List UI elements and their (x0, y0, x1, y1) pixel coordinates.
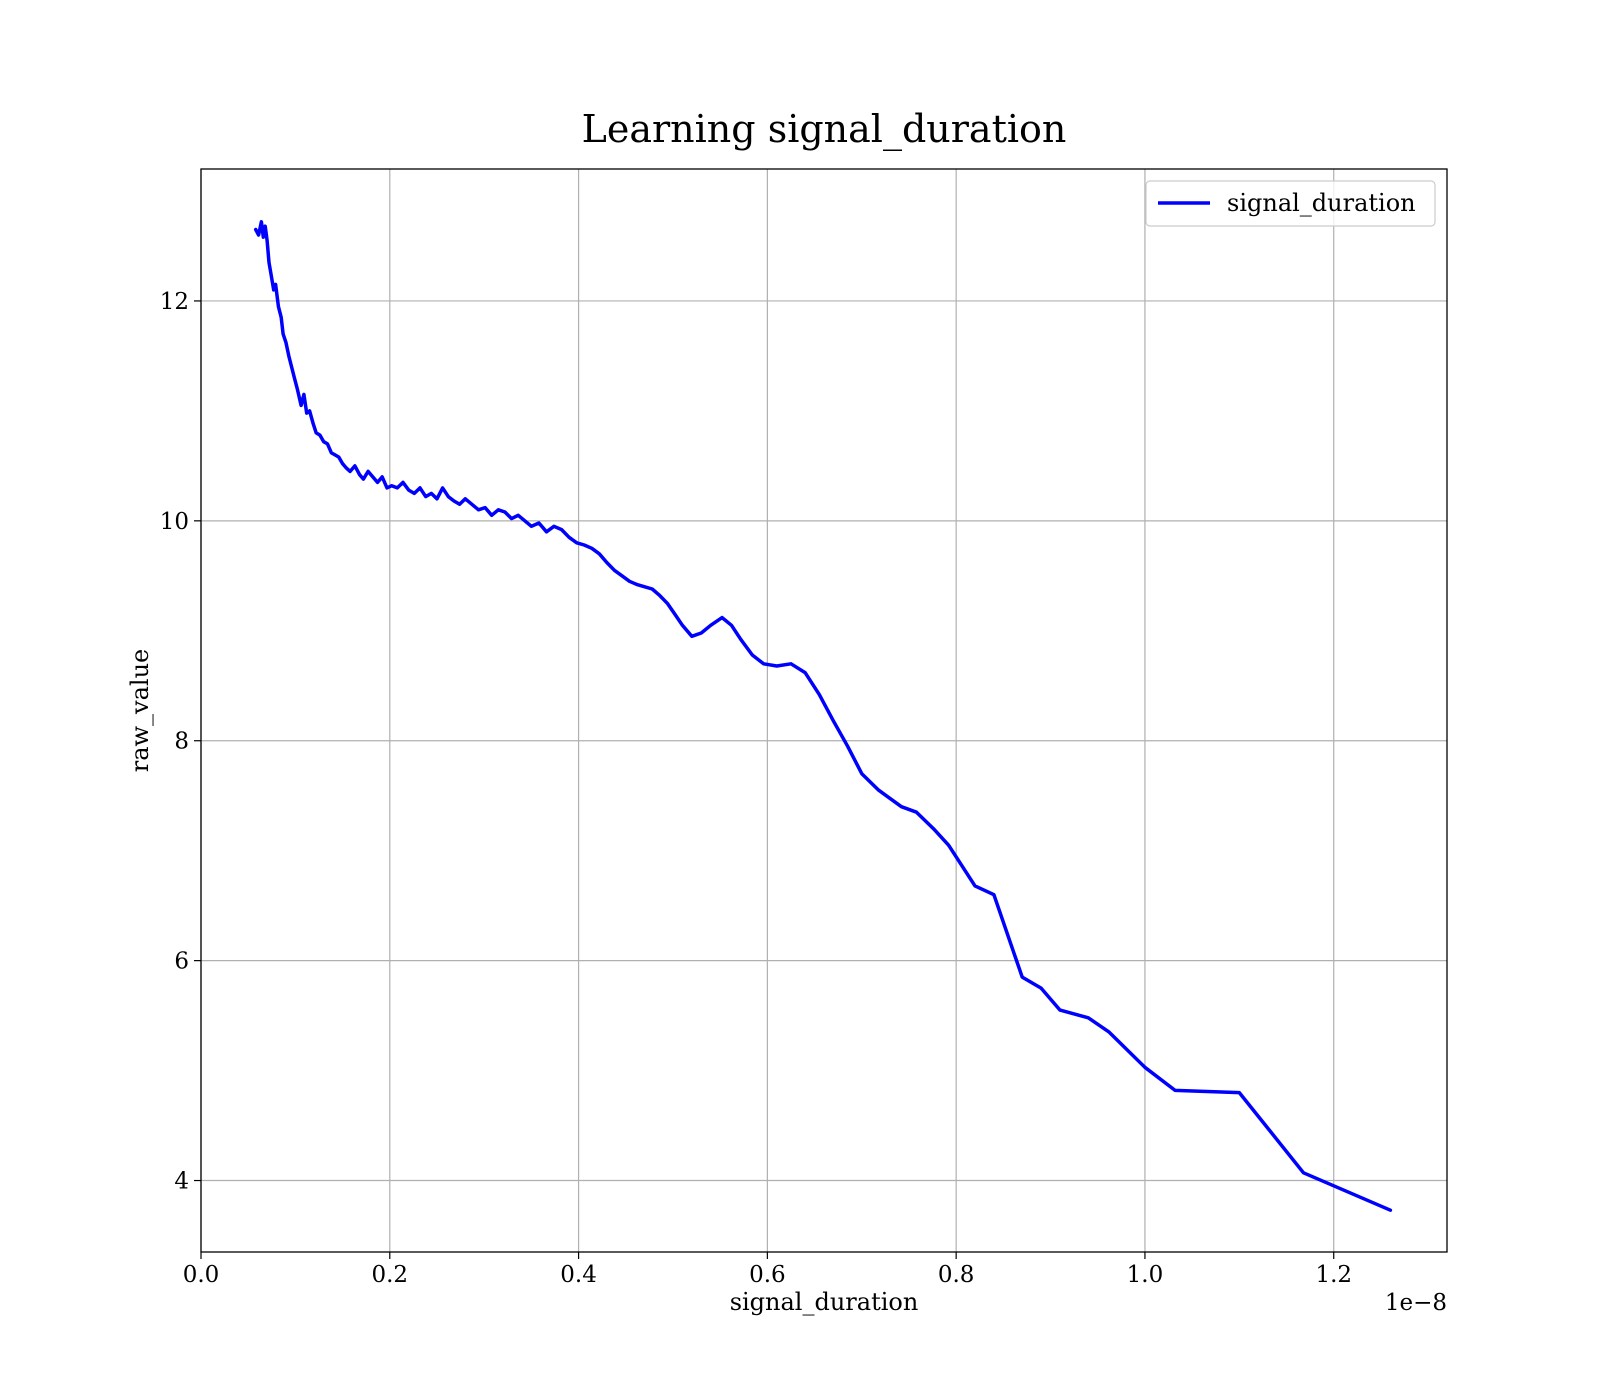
x-tick-label: 0.4 (560, 1262, 597, 1288)
chart-title: Learning signal_duration (582, 107, 1067, 152)
y-tick-label: 12 (160, 289, 189, 315)
x-tick-label: 0.0 (183, 1262, 220, 1288)
x-tick-label: 1.0 (1127, 1262, 1164, 1288)
y-tick-label: 6 (174, 949, 189, 975)
plot-frame (200, 168, 1448, 1253)
axis-ticks (194, 300, 1335, 1259)
x-tick-label: 0.6 (749, 1262, 786, 1288)
x-tick-label: 0.2 (371, 1262, 408, 1288)
grid-lines (200, 169, 1447, 1252)
x-axis-label: signal_duration (730, 1288, 919, 1316)
legend-box (1145, 180, 1436, 227)
x-axis-offset-text: 1e−8 (1385, 1290, 1447, 1316)
x-tick-label: 1.2 (1315, 1262, 1352, 1288)
legend: signal_duration (1145, 180, 1436, 227)
y-tick-label: 8 (174, 729, 189, 755)
y-tick-label: 4 (174, 1169, 189, 1195)
y-tick-label: 10 (160, 509, 189, 535)
legend-label: signal_duration (1227, 189, 1416, 217)
y-axis-label: raw_value (126, 649, 154, 773)
x-tick-label: 0.8 (938, 1262, 975, 1288)
series-line-signal-duration (253, 220, 1393, 1212)
